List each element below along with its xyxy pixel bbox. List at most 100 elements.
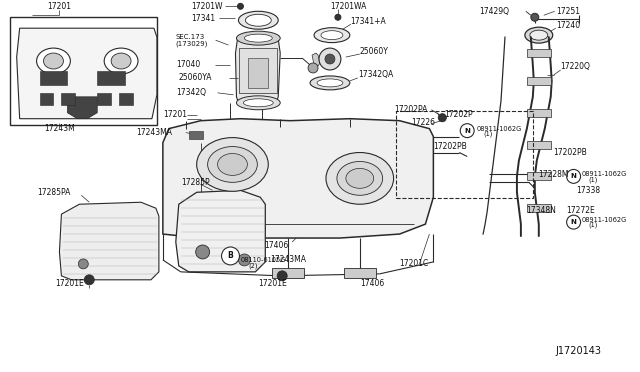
Ellipse shape — [36, 48, 70, 74]
Circle shape — [237, 3, 243, 9]
Polygon shape — [176, 190, 266, 272]
Text: 17040: 17040 — [176, 61, 200, 70]
Text: 08911-1062G: 08911-1062G — [582, 171, 627, 177]
Polygon shape — [236, 33, 280, 103]
Circle shape — [531, 13, 539, 21]
Text: J1720143: J1720143 — [556, 346, 602, 356]
Text: 17202PA: 17202PA — [395, 105, 428, 114]
Text: 17338: 17338 — [577, 186, 601, 195]
Ellipse shape — [346, 169, 374, 188]
Polygon shape — [163, 119, 433, 238]
Circle shape — [335, 14, 341, 20]
Circle shape — [196, 245, 210, 259]
Bar — [40, 71, 67, 85]
Circle shape — [239, 254, 250, 266]
Circle shape — [78, 259, 88, 269]
Text: N: N — [571, 219, 577, 225]
Ellipse shape — [337, 161, 383, 195]
Bar — [272, 268, 304, 278]
Text: B: B — [228, 251, 234, 260]
Bar — [396, 111, 533, 198]
Circle shape — [221, 247, 239, 265]
Text: 17285P: 17285P — [180, 178, 209, 187]
Ellipse shape — [245, 14, 271, 26]
Ellipse shape — [104, 48, 138, 74]
Polygon shape — [67, 97, 97, 119]
Circle shape — [566, 215, 580, 229]
Ellipse shape — [239, 11, 278, 29]
Text: 17342Q: 17342Q — [176, 88, 206, 97]
Ellipse shape — [236, 96, 280, 110]
Text: 25060YA: 25060YA — [179, 73, 212, 83]
Bar — [527, 204, 551, 212]
Polygon shape — [60, 202, 159, 280]
Bar — [527, 141, 551, 148]
Text: 17341: 17341 — [191, 14, 215, 23]
Text: 17243M: 17243M — [44, 124, 75, 133]
Bar — [119, 93, 133, 105]
Ellipse shape — [326, 153, 394, 204]
Text: 08911-1062G: 08911-1062G — [476, 126, 522, 132]
Ellipse shape — [314, 28, 350, 43]
Text: 17201: 17201 — [47, 2, 72, 11]
Bar — [469, 125, 471, 126]
Text: (173029): (173029) — [176, 41, 208, 47]
Text: 17202P: 17202P — [444, 110, 473, 119]
Bar — [97, 93, 111, 105]
Circle shape — [277, 271, 287, 281]
Ellipse shape — [310, 76, 350, 90]
Text: 17201C: 17201C — [399, 259, 429, 268]
Polygon shape — [17, 28, 157, 119]
Text: N: N — [464, 128, 470, 134]
Text: 17228M: 17228M — [538, 170, 568, 179]
Bar — [189, 131, 203, 139]
Circle shape — [566, 169, 580, 183]
Text: 17406: 17406 — [360, 279, 384, 288]
Text: 17406: 17406 — [264, 241, 289, 250]
Text: 17341+A: 17341+A — [350, 17, 385, 26]
Text: 17202PB: 17202PB — [433, 142, 467, 151]
Text: 17201E: 17201E — [56, 279, 84, 288]
Bar — [527, 172, 551, 180]
Text: (1): (1) — [589, 176, 598, 183]
Text: 17251: 17251 — [557, 7, 580, 16]
Ellipse shape — [317, 79, 343, 87]
Text: SEC.173: SEC.173 — [176, 34, 205, 40]
Text: 17226: 17226 — [412, 118, 435, 127]
Ellipse shape — [207, 147, 257, 182]
Ellipse shape — [236, 31, 280, 45]
Text: 08110-6105G: 08110-6105G — [241, 257, 286, 263]
Ellipse shape — [321, 31, 343, 40]
Polygon shape — [312, 53, 320, 66]
Bar — [239, 48, 277, 93]
Circle shape — [438, 114, 446, 122]
Text: 17429Q: 17429Q — [479, 7, 509, 16]
Text: 17220Q: 17220Q — [561, 62, 591, 71]
Circle shape — [319, 48, 341, 70]
Text: N: N — [571, 173, 577, 179]
Text: 17348N: 17348N — [526, 206, 556, 215]
Ellipse shape — [111, 53, 131, 69]
Text: (2): (2) — [248, 263, 258, 269]
Ellipse shape — [196, 138, 268, 191]
Circle shape — [460, 124, 474, 138]
Text: 25060Y: 25060Y — [360, 46, 388, 55]
Circle shape — [84, 275, 94, 285]
Ellipse shape — [244, 34, 272, 42]
Circle shape — [325, 54, 335, 64]
Ellipse shape — [243, 99, 273, 107]
Bar — [527, 49, 551, 57]
Text: 17201: 17201 — [163, 110, 187, 119]
Text: 17201W: 17201W — [191, 2, 222, 11]
Ellipse shape — [44, 53, 63, 69]
Ellipse shape — [525, 27, 553, 43]
Text: 17285PA: 17285PA — [38, 188, 71, 197]
Text: (1): (1) — [483, 130, 492, 137]
Bar — [344, 268, 376, 278]
Text: 17201WA: 17201WA — [330, 2, 366, 11]
Bar — [10, 17, 157, 125]
Text: 08911-1062G: 08911-1062G — [582, 217, 627, 223]
Text: 17202PB: 17202PB — [553, 148, 586, 157]
Bar — [248, 58, 268, 88]
Bar — [97, 71, 125, 85]
